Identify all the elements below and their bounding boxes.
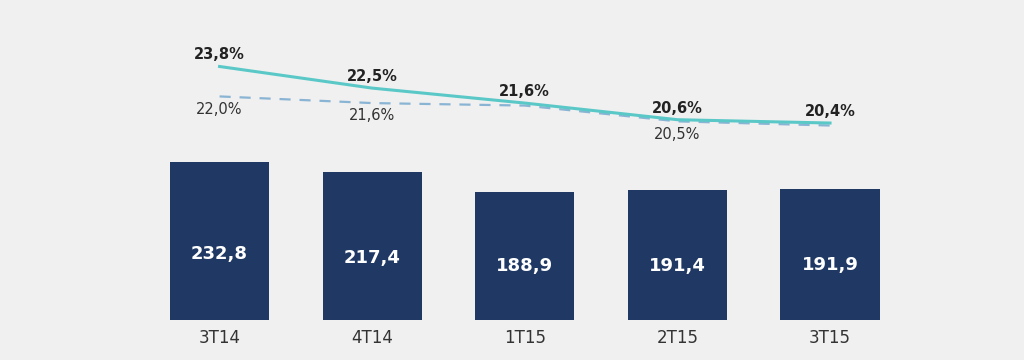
Text: 21,6%: 21,6% [349,108,395,123]
Text: 232,8: 232,8 [191,245,248,263]
Text: 191,9: 191,9 [802,256,858,274]
Text: 21,6%: 21,6% [500,84,550,99]
Text: 191,4: 191,4 [649,257,706,275]
Bar [323,172,422,320]
Text: 188,9: 188,9 [497,257,553,275]
Text: 20,6%: 20,6% [652,100,702,116]
Text: 22,5%: 22,5% [347,69,397,84]
Bar [170,162,269,320]
Text: 217,4: 217,4 [344,249,400,267]
Bar [780,189,880,320]
Bar [628,190,727,320]
Text: 20,4%: 20,4% [805,104,855,119]
Text: 20,5%: 20,5% [654,127,700,142]
Text: 22,0%: 22,0% [197,102,243,117]
Bar [475,192,574,320]
Text: 23,8%: 23,8% [195,47,245,62]
